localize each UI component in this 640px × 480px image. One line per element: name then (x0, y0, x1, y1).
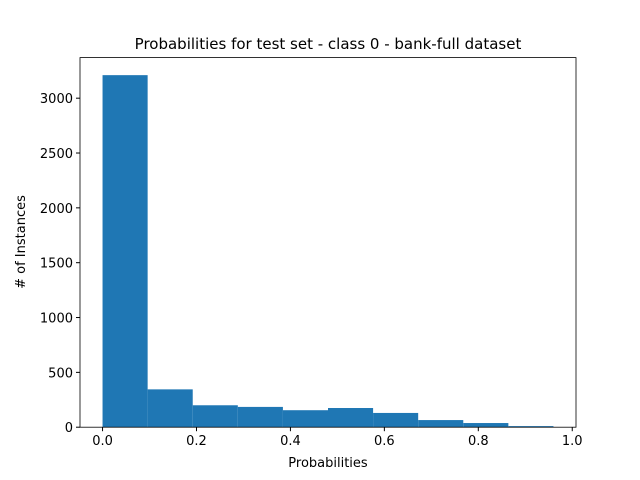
y-tick-label: 3000 (40, 92, 73, 107)
x-tick-label: 0.4 (280, 434, 301, 449)
y-tick-label: 500 (48, 366, 73, 381)
x-tick-label: 0.8 (468, 434, 489, 449)
bar (418, 420, 464, 428)
bar (463, 423, 509, 428)
bar (147, 389, 193, 428)
y-tick-label: 2000 (40, 202, 73, 217)
y-tick-label: 1000 (40, 312, 73, 327)
x-tick-label: 0.2 (186, 434, 207, 449)
plot-frame (79, 57, 577, 428)
bar (237, 406, 283, 428)
y-axis-label: # of Instances (14, 195, 29, 289)
x-axis-label: Probabilities (288, 456, 368, 471)
bar (282, 410, 328, 428)
bar (192, 405, 238, 428)
x-tick-label: 0.0 (92, 434, 113, 449)
y-tick-label: 1500 (40, 257, 73, 272)
x-tick-label: 0.6 (374, 434, 395, 449)
bar (508, 426, 554, 428)
y-tick-label: 2500 (40, 147, 73, 162)
chart-title: Probabilities for test set - class 0 - b… (135, 35, 522, 53)
y-tick-label: 0 (65, 421, 73, 436)
bar (328, 408, 374, 428)
bar (102, 75, 148, 428)
x-tick-label: 1.0 (562, 434, 583, 449)
bar (373, 412, 419, 428)
